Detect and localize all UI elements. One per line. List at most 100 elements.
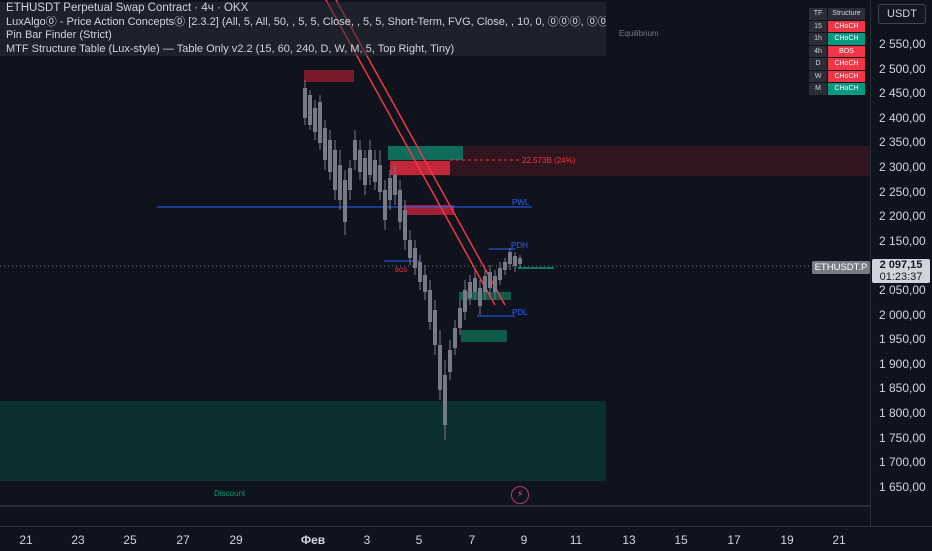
candle-body [363, 158, 367, 185]
candle-body [443, 375, 447, 425]
price-tick: 2 450,00 [879, 86, 926, 101]
mtf-header-structure: Structure [827, 7, 866, 21]
indicator-pin-bar[interactable]: Pin Bar Finder (Strict) [6, 29, 112, 41]
time-tick: 3 [363, 533, 371, 547]
time-tick: 19 [780, 533, 794, 547]
price-tick: 1 650,00 [879, 479, 926, 494]
time-tick: 5 [415, 533, 423, 547]
time-tick: 25 [123, 533, 137, 547]
order-block-red-top [304, 70, 354, 82]
candle-body [393, 175, 397, 195]
time-tick: 17 [727, 533, 741, 547]
pdl-label: PDL [512, 308, 528, 317]
candle-body [448, 350, 452, 372]
mtf-timeframe: 15 [808, 19, 828, 33]
candle-body [333, 150, 337, 190]
candle-body [498, 268, 502, 280]
lightning-icon[interactable]: ⚡ [511, 486, 529, 504]
candle-body [493, 276, 497, 292]
symbol-title[interactable]: ETHUSDT Perpetual Swap Contract · 4ч · O… [6, 2, 249, 14]
candle-body [408, 240, 412, 258]
mtf-timeframe: M [808, 82, 828, 96]
candle-body [513, 256, 517, 266]
price-tick: 1 900,00 [879, 356, 926, 371]
candle-body [368, 150, 372, 175]
mtf-row: 1h CHoCH [808, 32, 866, 46]
mtf-timeframe: W [808, 69, 828, 83]
candle-body [468, 282, 472, 298]
candle-body [418, 262, 422, 282]
candle-body [503, 262, 507, 270]
candle-body [428, 290, 432, 322]
time-tick: 21 [19, 533, 33, 547]
time-tick: 11 [569, 533, 583, 547]
time-tick: 13 [622, 533, 636, 547]
price-tick: 1 950,00 [879, 332, 926, 347]
discount-label: Discount [214, 489, 246, 498]
candle-body [313, 108, 317, 132]
bos-label: BOS [395, 268, 408, 274]
price-tick: 2 400,00 [879, 110, 926, 125]
mtf-structure: CHoCH [827, 32, 866, 46]
order-block-green [388, 146, 463, 160]
mtf-timeframe: D [808, 57, 828, 71]
candle-body [308, 95, 312, 125]
equilibrium-label: Equilibrium [619, 29, 659, 38]
price-tick: 1 850,00 [879, 381, 926, 396]
time-axis[interactable]: 21 23 25 27 29 Фев 3 5 7 9 11 13 15 17 19 21 [0, 526, 932, 551]
candle-body [348, 168, 352, 190]
mtf-timeframe: 1h [808, 32, 828, 46]
price-tick: 2 350,00 [879, 135, 926, 150]
indicator-luxalgo[interactable]: LuxAlgo⓪ - Price Action Concepts⓪ [2.3.2… [6, 15, 606, 28]
price-tick: 1 700,00 [879, 455, 926, 470]
candle-body [463, 290, 467, 312]
candle-body [458, 308, 462, 328]
price-tick: 2 500,00 [879, 61, 926, 76]
currency-selector[interactable]: USDT [878, 4, 926, 24]
price-tick: 2 550,00 [879, 37, 926, 51]
mtf-row: 4h BOS [808, 44, 866, 58]
time-tick: 7 [468, 533, 476, 547]
candle-body [508, 252, 512, 264]
price-tick: 1 800,00 [879, 406, 926, 420]
candle-body [453, 328, 457, 348]
bar-countdown: 01:23:37 [879, 271, 923, 283]
candle-body [318, 102, 322, 143]
price-tick: 2 200,00 [879, 209, 926, 224]
mtf-row: 15 CHoCH [808, 19, 866, 33]
candle-body [413, 248, 417, 268]
order-block-green-3 [461, 330, 507, 342]
symbol-price-tag: ETHUSDT.P [812, 261, 870, 274]
candles [303, 80, 522, 440]
indicator-mtf-table[interactable]: MTF Structure Table (Lux-style) — Table … [6, 42, 455, 55]
candle-body [398, 190, 402, 222]
current-price-value: 2 097,15 [879, 259, 923, 271]
fvg-label: 22.573B (24%) [522, 156, 576, 165]
price-chart[interactable]: Equilibrium Discount PWL PDH PDL BOS 22.… [0, 0, 870, 526]
premium-zone [390, 146, 870, 176]
candle-body [433, 310, 437, 345]
candle-body [378, 165, 382, 192]
price-tick: 1 750,00 [879, 430, 926, 445]
candle-body [338, 165, 342, 200]
pdh-label: PDH [511, 241, 528, 250]
candle-body [438, 345, 442, 390]
price-tick: 2 150,00 [879, 233, 926, 248]
candle-body [403, 210, 407, 240]
mtf-timeframe: 4h [808, 44, 828, 58]
indicator-legend: ETHUSDT Perpetual Swap Contract · 4ч · O… [0, 2, 606, 56]
mtf-row: W CHoCH [808, 69, 866, 83]
time-tick: 27 [176, 533, 190, 547]
candle-body [353, 140, 357, 160]
discount-zone [0, 401, 606, 481]
candle-body [323, 128, 327, 160]
candle-body [473, 278, 477, 292]
price-tick: 2 300,00 [879, 160, 926, 174]
candle-body [358, 150, 362, 172]
mtf-structure: CHoCH [827, 82, 866, 96]
mtf-structure: CHoCH [827, 69, 866, 83]
mtf-structure: BOS [827, 44, 866, 58]
time-tick: 15 [674, 533, 688, 547]
candle-body [478, 288, 482, 306]
price-tick: 2 050,00 [879, 283, 926, 297]
